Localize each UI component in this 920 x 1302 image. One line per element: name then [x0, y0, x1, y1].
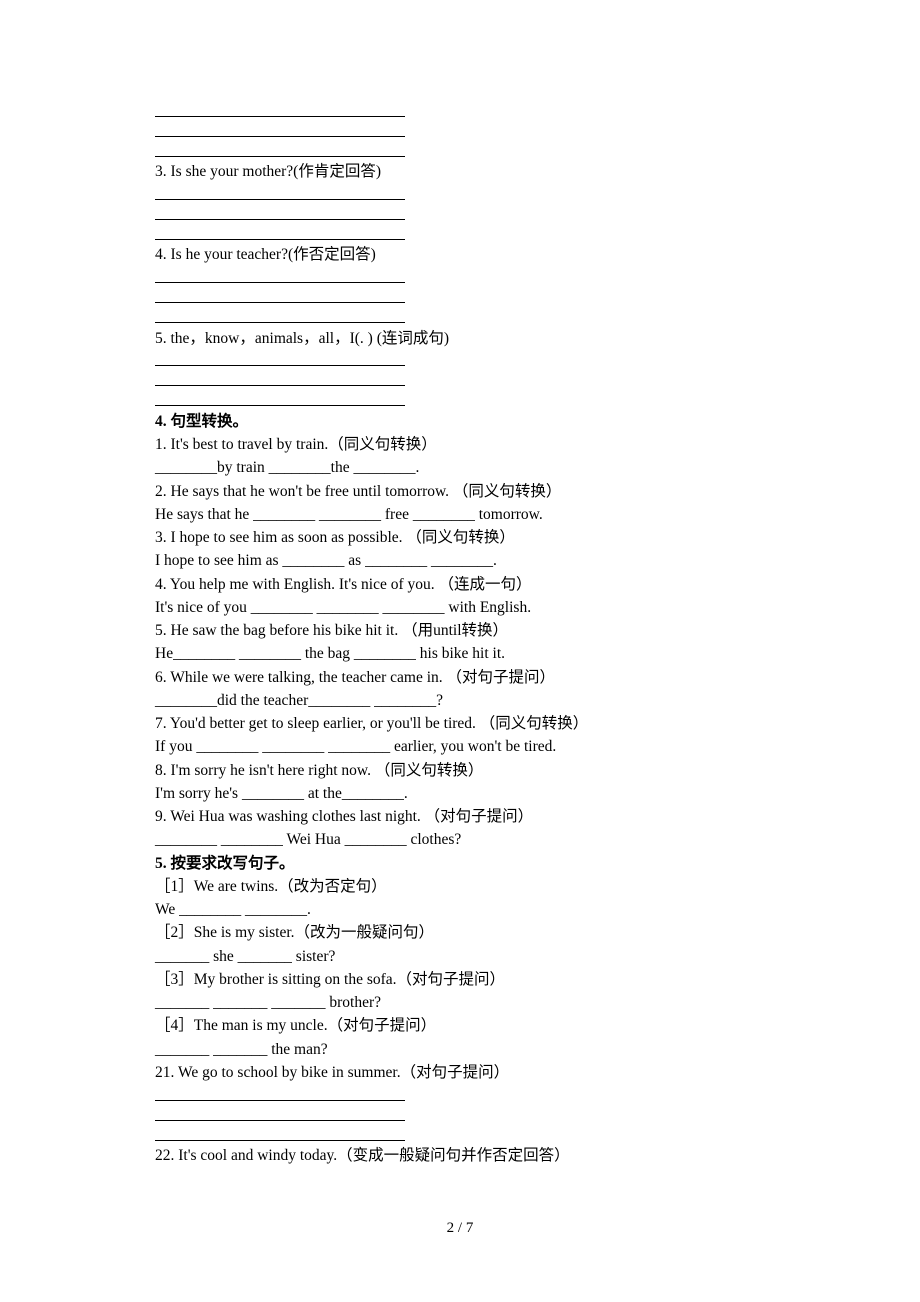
s5-item-22: 22. It's cool and windy today.（变成一般疑问句并作…	[155, 1144, 765, 1167]
s4-item-8b: I'm sorry he's ________ at the________.	[155, 782, 765, 805]
s4-item-7b: If you ________ ________ ________ earlie…	[155, 735, 765, 758]
s5-item-2: ［2］She is my sister.（改为一般疑问句）	[155, 921, 765, 944]
s4-item-3b: I hope to see him as ________ as _______…	[155, 549, 765, 572]
s5-item-1b: We ________ ________.	[155, 898, 765, 921]
answer-blank-lines	[155, 350, 765, 410]
s4-item-5b: He________ ________ the bag ________ his…	[155, 642, 765, 665]
s4-item-5: 5. He saw the bag before his bike hit it…	[155, 619, 765, 642]
answer-blank-lines	[155, 267, 765, 327]
s4-item-9: 9. Wei Hua was washing clothes last nigh…	[155, 805, 765, 828]
s4-item-6: 6. While we were talking, the teacher ca…	[155, 666, 765, 689]
question-3: 3. Is she your mother?(作肯定回答)	[155, 160, 765, 183]
answer-blank-lines	[155, 183, 765, 243]
s5-item-2b: _______ she _______ sister?	[155, 945, 765, 968]
page-footer: 2 / 7	[155, 1217, 765, 1240]
s5-item-3: ［3］My brother is sitting on the sofa.（对句…	[155, 968, 765, 991]
s5-item-4: ［4］The man is my uncle.（对句子提问）	[155, 1014, 765, 1037]
s4-item-2b: He says that he ________ ________ free _…	[155, 503, 765, 526]
s5-item-3b: _______ _______ _______ brother?	[155, 991, 765, 1014]
s5-item-4b: _______ _______ the man?	[155, 1038, 765, 1061]
s4-item-1b: ________by train ________the ________.	[155, 456, 765, 479]
question-5: 5. the，know，animals，all，I(. ) (连词成句)	[155, 327, 765, 350]
s5-item-1: ［1］We are twins.（改为否定句）	[155, 875, 765, 898]
answer-blank-lines	[155, 1084, 765, 1144]
section-4-heading: 4. 句型转换。	[155, 410, 765, 433]
s4-item-9b: ________ ________ Wei Hua ________ cloth…	[155, 828, 765, 851]
s4-item-4: 4. You help me with English. It's nice o…	[155, 573, 765, 596]
s4-item-1: 1. It's best to travel by train.（同义句转换）	[155, 433, 765, 456]
answer-blank-lines	[155, 100, 765, 160]
page-content: 3. Is she your mother?(作肯定回答) 4. Is he y…	[0, 0, 920, 1300]
s4-item-3: 3. I hope to see him as soon as possible…	[155, 526, 765, 549]
s5-item-21: 21. We go to school by bike in summer.（对…	[155, 1061, 765, 1084]
s4-item-8: 8. I'm sorry he isn't here right now. （同…	[155, 759, 765, 782]
question-4: 4. Is he your teacher?(作否定回答)	[155, 243, 765, 266]
s4-item-4b: It's nice of you ________ ________ _____…	[155, 596, 765, 619]
s4-item-2: 2. He says that he won't be free until t…	[155, 480, 765, 503]
s4-item-6b: ________did the teacher________ ________…	[155, 689, 765, 712]
s4-item-7: 7. You'd better get to sleep earlier, or…	[155, 712, 765, 735]
section-5-heading: 5. 按要求改写句子。	[155, 852, 765, 875]
